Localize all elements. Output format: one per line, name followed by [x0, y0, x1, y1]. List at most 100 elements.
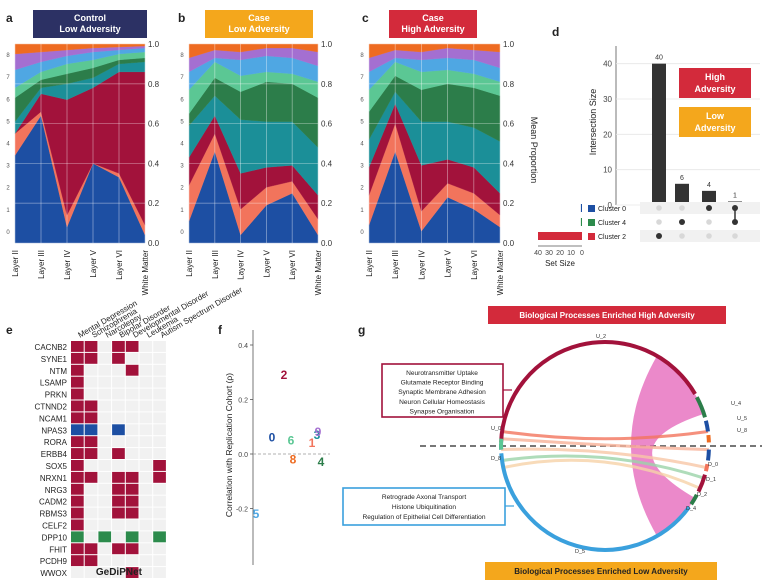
corr-point-0: 0 [269, 431, 276, 445]
area-c-left-tick: 0 [360, 230, 364, 236]
legend-low-box [679, 107, 751, 137]
heatmap-row-label: CADM2 [39, 498, 68, 507]
upset-set-size-tick: 0 [580, 250, 584, 257]
g-sector-label: D_5 [575, 549, 585, 555]
heatmap-cell [139, 412, 153, 424]
area-c-x-label: Layer VI [470, 250, 479, 280]
heatmap-row-label: NPAS3 [41, 426, 67, 435]
g-sector-label: U_0 [491, 426, 501, 432]
heatmap-cell [125, 567, 139, 578]
g-ribbon-thin [501, 454, 705, 480]
heatmap-cell [139, 483, 153, 495]
panel-label-c: c [362, 11, 369, 25]
panel-label-b: b [178, 11, 185, 25]
heatmap-cell [98, 555, 112, 567]
heatmap-cell [139, 507, 153, 519]
heatmap-cell [71, 555, 84, 567]
upset-bar-label: 6 [680, 175, 684, 182]
heatmap-cell [125, 376, 139, 388]
heatmap-cell [153, 531, 166, 543]
heatmap-row-label: CACNB2 [35, 343, 68, 352]
heatmap-row-label: WWOX [40, 569, 67, 578]
heatmap-cell [84, 341, 98, 352]
area-a-right-tick: 1.0 [148, 40, 160, 49]
heatmap-cell [139, 448, 153, 459]
area-c-right-tick: 0.2 [503, 199, 515, 208]
heatmap-cell [112, 471, 125, 483]
upset-set-size-bar [580, 218, 582, 226]
area-c-x-label: Layer III [391, 250, 400, 279]
heatmap-cell [98, 460, 112, 471]
g-sector-label: D_1 [706, 477, 716, 483]
heatmap-row-label: NCAM1 [39, 414, 68, 423]
heatmap-cell [98, 376, 112, 388]
heatmap-row-label: FHIT [49, 545, 67, 554]
area-a-left-tick: 4 [6, 142, 10, 148]
area-b-x-label: Layer VI [288, 250, 297, 280]
area-c-x-label: Layer II [365, 250, 374, 277]
heatmap-cell [112, 400, 125, 412]
area-c-left-tick: 8 [360, 53, 364, 59]
g-sector-u2 [499, 340, 697, 443]
heatmap-cell [98, 400, 112, 412]
panel-label-a: a [6, 11, 13, 25]
heatmap-cell [84, 531, 98, 543]
heatmap-cell [139, 364, 153, 376]
g-low-process: Histone Ubiquitination [392, 504, 456, 511]
g-sector-label: D_8 [491, 456, 501, 462]
heatmap-cell [125, 388, 139, 400]
heatmap-cell [112, 412, 125, 424]
heatmap-cell [125, 471, 139, 483]
heatmap-cell [112, 448, 125, 459]
heatmap-cell [84, 424, 98, 436]
area-b-left-tick: 5 [180, 119, 184, 125]
heatmap-cell [71, 543, 84, 555]
area-b-right-tick: 1.0 [321, 40, 333, 49]
corr-y-tick: 0.4 [238, 343, 248, 350]
heatmap-cell [153, 412, 166, 424]
heatmap-cell [153, 448, 166, 459]
heatmap-cell [98, 388, 112, 400]
heatmap-cell [125, 460, 139, 471]
heatmap-cell [98, 519, 112, 531]
area-b-right-tick: 0.2 [321, 199, 333, 208]
heatmap-cell [153, 495, 166, 507]
area-a-left-tick: 8 [6, 53, 10, 59]
heatmap-row-label: RBMS3 [39, 510, 67, 519]
heatmap-cell [139, 519, 153, 531]
panel-label-e: e [6, 323, 13, 337]
heatmap-cell [153, 555, 166, 567]
g-sector-label: D_0 [708, 462, 718, 468]
heatmap-cell [112, 352, 125, 364]
g-ribbon-main [631, 355, 704, 537]
upset-set-size-label: Set Size [545, 259, 575, 268]
heatmap-cell [139, 543, 153, 555]
g-sector-d5 [499, 453, 691, 552]
heatmap-cell [71, 448, 84, 459]
area-c-right-tick: 0.6 [503, 120, 515, 129]
area-a-x-label: Layer II [11, 250, 20, 277]
area-a-right-tick: 0.8 [148, 80, 160, 89]
area-c-left-tick: 1 [360, 208, 364, 214]
heatmap-cell [84, 448, 98, 459]
header-c: Case High Adversity [389, 10, 477, 38]
heatmap-cell [125, 495, 139, 507]
area-b-left-tick: 6 [180, 97, 184, 103]
heatmap-cell [84, 352, 98, 364]
area-b-x-label: Layer III [211, 250, 220, 279]
panel-label-d: d [552, 25, 559, 39]
area-a-x-label: Layer IV [63, 249, 72, 279]
heatmap-cell [112, 424, 125, 436]
heatmap-cell [139, 352, 153, 364]
mean-proportion-axis-label: Mean Proportion [529, 117, 539, 184]
upset-set-size-bar [580, 204, 582, 212]
upset-bar-label: 4 [707, 182, 711, 189]
upset-dot-filled [679, 219, 685, 225]
area-band-a-cluster-8 [14, 43, 146, 55]
area-a-left-tick: 3 [6, 164, 10, 170]
heatmap-row-label: DPP10 [42, 533, 68, 542]
upset-y-tick: 10 [603, 166, 612, 175]
g-sector-d2 [696, 474, 707, 493]
heatmap-cell [98, 341, 112, 352]
heatmap-row-label: RORA [44, 438, 68, 447]
